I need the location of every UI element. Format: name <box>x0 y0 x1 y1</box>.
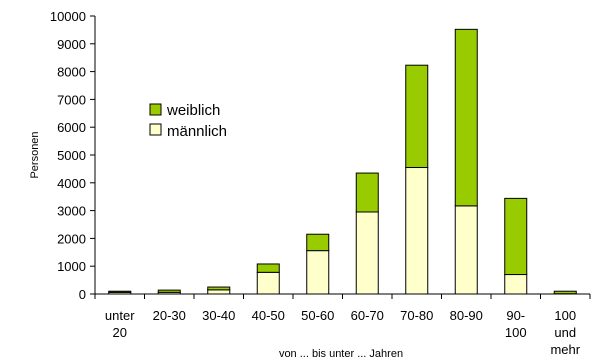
x-tick-label: 80-90 <box>450 308 483 323</box>
x-tick-label: 20-30 <box>153 308 186 323</box>
bar-segment-weiblich <box>207 286 231 291</box>
x-axis-title: von ... bis unter ... Jahren <box>279 348 403 360</box>
bar-segment-maennlich <box>207 289 231 295</box>
bar-segment-weiblich <box>157 289 181 293</box>
legend-swatch-weiblich <box>149 103 162 116</box>
x-tick-label: 50-60 <box>301 308 334 323</box>
y-tick-label: 6000 <box>57 120 86 135</box>
y-tick-label: 4000 <box>57 176 86 191</box>
bar-segment-weiblich <box>504 197 528 276</box>
legend-label-maennlich: männlich <box>167 123 227 140</box>
x-tick-label: 70-80 <box>400 308 433 323</box>
bar-segment-weiblich <box>454 28 478 207</box>
y-tick-label: 7000 <box>57 92 86 107</box>
bar-segment-weiblich <box>108 290 132 293</box>
x-tick-label: 100 und mehr <box>550 308 580 357</box>
y-tick-label: 0 <box>79 287 86 302</box>
legend-label-weiblich: weiblich <box>166 102 220 119</box>
x-tick-label: 60-70 <box>351 308 384 323</box>
bars <box>108 28 577 295</box>
y-axis: 0 1000 2000 3000 4000 5000 6000 7000 8000 9000 100… <box>50 9 96 302</box>
x-tick-label: 30-40 <box>202 308 235 323</box>
bar-segment-weiblich <box>306 233 330 252</box>
y-axis-title: Personen <box>29 131 41 178</box>
y-tick-label: 1000 <box>57 259 86 274</box>
bar-segment-weiblich <box>355 172 379 213</box>
bar-segment-maennlich <box>454 205 478 295</box>
x-tick-label: 90-100 <box>505 308 527 340</box>
y-tick-label: 8000 <box>57 65 86 80</box>
bar-segment-weiblich <box>553 290 577 295</box>
legend-swatch-maennlich <box>149 123 162 136</box>
bar-segment-maennlich <box>256 271 280 295</box>
bar-segment-maennlich <box>405 167 429 295</box>
bar-segment-weiblich <box>256 263 280 273</box>
x-tick-label: 40-50 <box>252 308 285 323</box>
y-tick-label: 2000 <box>57 231 86 246</box>
x-axis <box>94 293 591 299</box>
x-tick-labels: unter 20 20-30 30-40 40-50 50-60 60-70 70-80 80-… <box>105 308 581 357</box>
y-tick-label: 5000 <box>57 148 86 163</box>
bar-segment-maennlich <box>504 274 528 295</box>
y-tick-label: 10000 <box>50 9 86 24</box>
y-tick-label: 3000 <box>57 204 86 219</box>
bar-segment-maennlich <box>355 211 379 295</box>
x-tick-label: unter 20 <box>105 308 135 340</box>
legend: weiblich männlich <box>149 102 227 140</box>
bar-segment-weiblich <box>405 64 429 169</box>
y-tick-label: 9000 <box>57 37 86 52</box>
bar-segment-maennlich <box>306 250 330 295</box>
